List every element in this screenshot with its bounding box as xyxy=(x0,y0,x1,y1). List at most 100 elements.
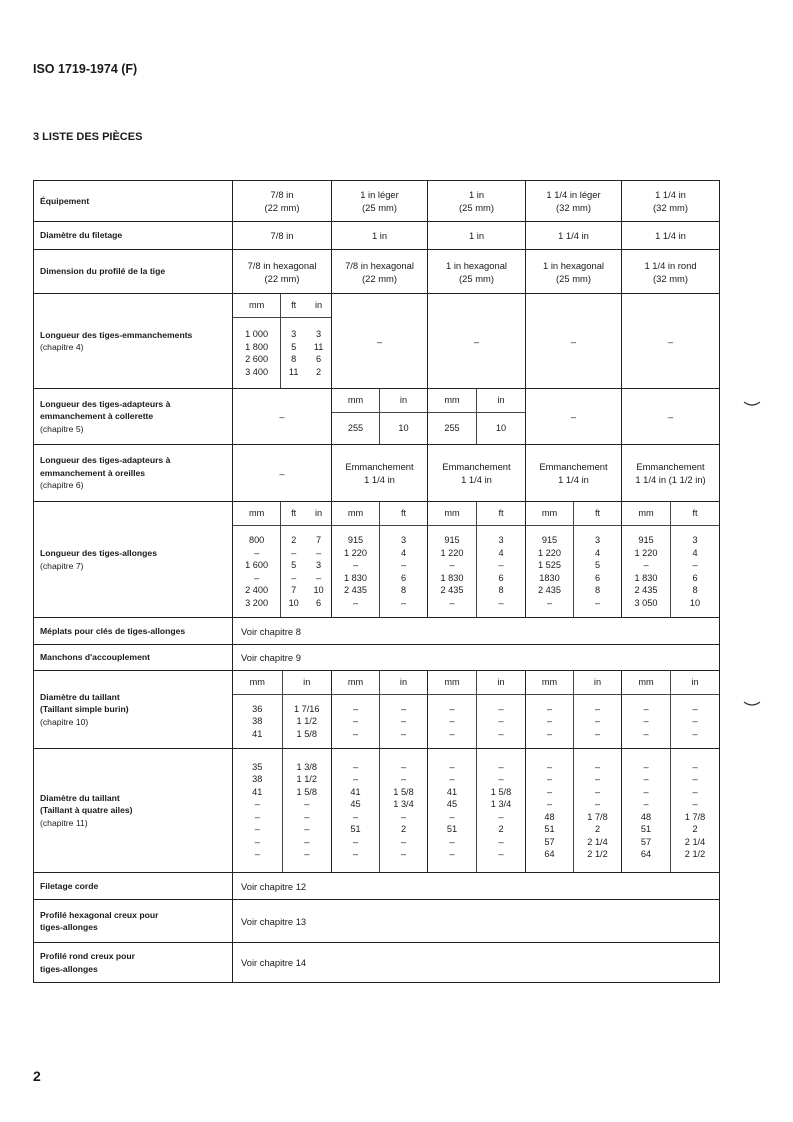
row-label: Diamètre du taillant (Taillant à quatre a… xyxy=(33,748,233,873)
cell-value: 2 xyxy=(316,366,322,377)
cell-line: – xyxy=(570,411,577,422)
row-label-line: Longueur des tiges-adapteurs à xyxy=(40,455,171,466)
cell-line: (32 mm) xyxy=(653,202,688,213)
cell-value: 800 xyxy=(248,535,265,545)
cell-value: 1 in hexagonal (25 mm) xyxy=(526,259,621,285)
sub-body: 915 1 220 – 1 830 2 435 3 050 3 4 – 6 8 10 xyxy=(622,526,719,617)
cell-value: – xyxy=(254,799,260,809)
value-column: 10 xyxy=(379,413,427,444)
value-column: – – – – 1 7/8 2 2 1/4 2 1/2 xyxy=(670,749,719,872)
cell-value: – xyxy=(594,799,601,809)
sub-body: – – 41 45 – 51 – – – – 1 5/8 1 3/4 – 2 – – xyxy=(428,749,525,872)
cell-value: 4 xyxy=(498,547,504,558)
cell-value: – xyxy=(546,799,553,809)
unit-header: mm xyxy=(248,300,265,311)
value-column: 915 1 220 – 1 830 2 435 3 050 xyxy=(622,526,670,617)
value-column: – – 41 45 – 51 – – xyxy=(332,749,379,872)
cell-value: 1 5/8 xyxy=(296,728,317,739)
cell-value: – xyxy=(449,761,455,772)
value-column: – – – xyxy=(573,695,621,748)
cell-line: 1 1/4 in xyxy=(655,230,686,241)
cell-value: – xyxy=(304,836,310,847)
table-cell: mm in – – – – – – xyxy=(331,670,428,749)
cell-value: 2 1/4 xyxy=(587,836,608,847)
cell-value: 1 5/8 xyxy=(490,786,512,797)
cell-line: 1 in hexagonal xyxy=(543,259,604,271)
value-column: 3 4 5 6 8 – xyxy=(573,526,621,617)
cell-line: (32 mm) xyxy=(653,272,688,284)
table-cell: 1 in hexagonal (25 mm) xyxy=(525,249,622,294)
cell-value: – xyxy=(400,728,407,739)
cell-value: – xyxy=(233,467,331,480)
cell-line: – xyxy=(667,411,674,422)
table-row: Profilé hexagonal creux pour tiges-allong… xyxy=(33,899,720,943)
cell-value: – xyxy=(526,410,621,423)
cell-value: 1 1/4 in xyxy=(622,229,719,242)
value-column: 255 xyxy=(428,413,476,444)
cell-line: 1 in hexagonal xyxy=(446,259,507,271)
cell-value: – xyxy=(254,824,260,834)
cell-value: 4 xyxy=(692,547,698,558)
cell-value: 2 435 xyxy=(538,585,561,595)
cell-value: – xyxy=(643,761,649,772)
table-cell: mm ft 915 1 220 1 525 1830 2 435 – 3 4 5 6 8 – xyxy=(525,501,622,618)
cell-line: – xyxy=(473,335,480,347)
cell-value: – xyxy=(643,774,649,784)
cell-value: – xyxy=(594,774,601,784)
unit-header: ft xyxy=(476,502,525,525)
unit-header: mm xyxy=(248,508,265,519)
unit-header: mm xyxy=(444,677,460,688)
cell-value: 2 400 xyxy=(245,585,269,595)
cell-value: 10 xyxy=(689,597,701,608)
cell-value: 1 830 xyxy=(634,572,658,583)
cell-value: – xyxy=(304,799,310,809)
cell-value: – xyxy=(254,811,260,822)
cell-value: 6 xyxy=(692,572,698,583)
cell-value: 2 xyxy=(400,824,407,834)
cell-value: – xyxy=(692,703,698,714)
table-cell: – xyxy=(232,444,332,502)
page-number: 2 xyxy=(33,1068,41,1084)
table-cell: – – 41 45 – 51 – – – – 1 5/8 1 3/4 – 2 – – xyxy=(427,748,526,873)
cell-value: – xyxy=(449,560,455,570)
table-cell: mm in – – – – – – xyxy=(525,670,622,749)
unit-header: ft xyxy=(280,502,306,525)
cell-value: – xyxy=(622,335,719,348)
cell-value: 1 220 xyxy=(344,547,367,558)
row-label-line: Équipement xyxy=(40,195,90,206)
cell-value: – xyxy=(692,774,698,784)
sub-body: – – 41 45 – 51 – – – – 1 5/8 1 3/4 – 2 – – xyxy=(332,749,427,872)
cell-value: 1 5/8 xyxy=(393,786,414,797)
value-column: 10 xyxy=(476,413,525,444)
row-label-line: emmanchement à oreilles xyxy=(40,467,146,478)
cell-line: Emmanchement xyxy=(442,461,511,472)
row-label-line: tiges-allonges xyxy=(40,922,98,932)
cell-value: – xyxy=(400,774,407,784)
value-column: 3 11 6 2 xyxy=(306,318,331,388)
table-row: Manchons d'accouplement Voir chapitre 9 xyxy=(33,644,720,671)
value-column: – – – xyxy=(526,695,573,748)
cell-line: 7/8 in hexagonal xyxy=(345,259,414,271)
cell-value: 57 xyxy=(544,836,555,847)
cell-value: 2 xyxy=(498,824,504,834)
unit-header: mm xyxy=(638,508,654,519)
cell-value: 1 in (25 mm) xyxy=(428,188,525,214)
cell-value: 6 xyxy=(594,572,601,583)
cell-value: 3 050 xyxy=(634,597,658,608)
cell-value: 2 xyxy=(692,824,698,834)
cell-value: 2 xyxy=(291,535,297,545)
row-label: Méplats pour clés de tiges-allonges xyxy=(33,617,233,645)
row-label-line: tiges-allonges xyxy=(40,963,98,974)
cell-value: 6 xyxy=(400,572,407,583)
row-label-line: (chapitre 7) xyxy=(40,560,84,571)
cell-value: – xyxy=(352,761,359,772)
cell-value: 36 xyxy=(252,703,263,714)
sub-header: mm ft in xyxy=(233,294,331,318)
cell-value: 8 xyxy=(291,354,297,364)
cell-value: 7/8 in hexagonal (22 mm) xyxy=(332,259,427,285)
cell-value: – xyxy=(692,761,698,772)
cell-value: 5 xyxy=(594,560,601,570)
cell-value: – xyxy=(546,728,553,739)
table-cell: Emmanchement 1 1/4 in xyxy=(331,444,428,502)
value-column: – – – xyxy=(476,695,525,748)
